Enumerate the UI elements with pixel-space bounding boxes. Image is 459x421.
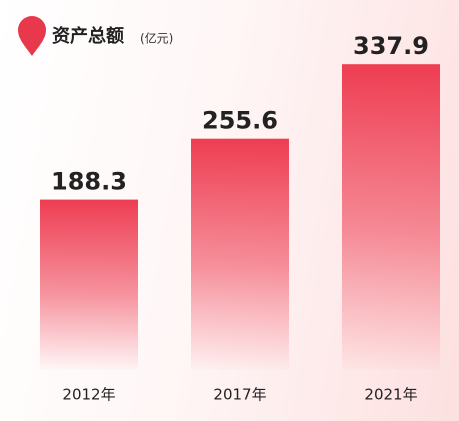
- bar: [191, 138, 289, 370]
- value-label: 255.6: [202, 107, 278, 135]
- pin-icon: [18, 16, 46, 56]
- unit-label: (亿元): [140, 31, 173, 46]
- value-label: 188.3: [51, 168, 127, 196]
- chart-title: 资产总额: [52, 25, 124, 47]
- bar: [40, 199, 138, 370]
- bar: [342, 64, 440, 370]
- x-tick-label: 2017年: [213, 386, 266, 404]
- x-tick-label: 2012年: [62, 386, 115, 404]
- x-tick-label: 2021年: [364, 386, 417, 404]
- value-label: 337.9: [353, 32, 429, 60]
